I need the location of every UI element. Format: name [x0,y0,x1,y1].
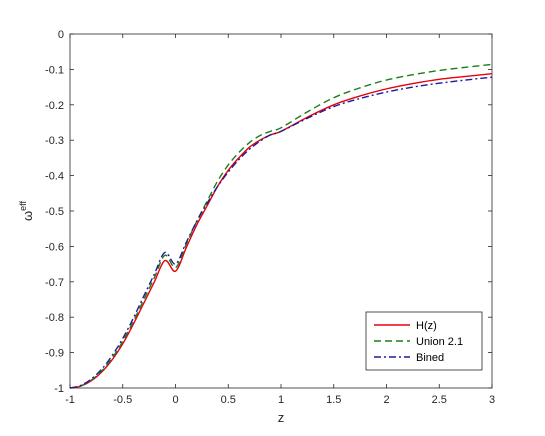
x-tick-label: 1 [278,394,284,406]
legend-label-0: H(z) [416,320,437,332]
legend: H(z) Union 2.1 Bined [365,311,483,371]
y-tick-label: -0.7 [45,277,64,289]
y-tick-label: -0.1 [45,64,64,76]
y-tick-label: -0.8 [45,312,64,324]
x-tick-label: 3 [489,394,495,406]
y-tick-label: -0.6 [45,241,64,253]
x-tick-label: -1 [65,394,75,406]
y-axis-label-base: ω [20,211,35,221]
legend-label-2: Bined [416,352,444,364]
x-axis-label: z [278,410,285,425]
y-tick-label: -1 [54,383,64,395]
x-tick-label: 0.5 [221,394,236,406]
x-tick-label: 0 [172,394,178,406]
legend-label-1: Union 2.1 [416,336,463,348]
series-layer [69,63,493,389]
x-tick-label: -0.5 [113,394,132,406]
y-tick-label: -0.2 [45,100,64,112]
series-line-2 [69,76,493,389]
series-line-1 [69,63,493,389]
y-axis-label: ωeff [18,201,35,221]
y-ticks: -1 -0.9 -0.8 -0.7 -0.6 -0.5 -0.4 -0.3 -0.2 -0.1 0 [45,29,492,395]
x-ticks: -1 -0.5 0 0.5 1 1.5 2 2.5 3 [65,34,495,406]
x-tick-label: 2 [383,394,389,406]
y-axis-label-sup: eff [18,201,28,211]
y-tick-label: -0.5 [45,206,64,218]
y-tick-label: -0.4 [45,171,64,183]
y-tick-label: -0.9 [45,348,64,360]
y-tick-label: -0.3 [45,135,64,147]
x-tick-label: 2.5 [432,394,447,406]
y-tick-label: 0 [58,29,64,41]
x-tick-label: 1.5 [326,394,341,406]
